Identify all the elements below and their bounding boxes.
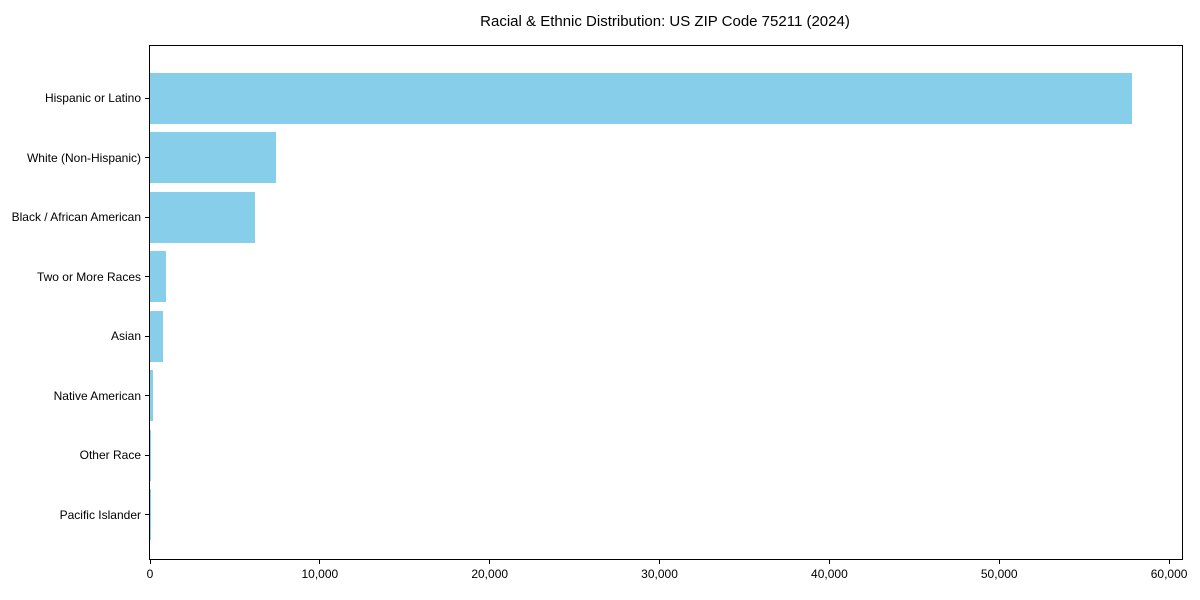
plot-area: Hispanic or Latino White (Non-Hispanic) Bl… [12,45,1187,581]
y-tick-label-asian: Asian [110,329,141,344]
x-tick-30000 [659,559,661,564]
x-tick-label-10000: 10,000 [301,567,339,581]
y-tick-hispanic-or-latino [145,97,150,99]
x-tick-60000 [1168,559,1170,564]
x-tick-label-30000: 30,000 [641,567,678,581]
y-tick-asian [145,335,150,337]
y-tick-label-two-or-more-races: Two or More Races [36,269,141,284]
bar-black-african-american [150,191,256,243]
bar-native-american [150,370,154,422]
y-tick-pacific-islander [145,514,150,516]
y-tick-native-american [145,395,150,397]
y-tick-other-race [145,454,150,456]
bar-two-or-more-races [150,251,167,303]
x-tick-50000 [998,559,1000,564]
y-tick-black-african-american [145,216,150,218]
y-tick-label-other-race: Other Race [79,448,141,463]
bar-asian [150,310,163,362]
y-tick-label-black-african-american: Black / African American [11,210,141,225]
x-tick-label-40000: 40,000 [811,567,848,581]
x-tick-label-50000: 50,000 [980,567,1018,581]
bar-other-race [150,429,152,481]
y-tick-label-native-american: Native American [53,388,141,403]
y-tick-label-pacific-islander: Pacific Islander [59,507,141,522]
bar-white-non-hispanic [150,132,276,184]
y-tick-label-white-non-hispanic: White (Non-Hispanic) [26,150,141,165]
chart-title: Racial & Ethnic Distribution: US ZIP Cod… [480,13,850,30]
y-tick-white-non-hispanic [145,157,150,159]
y-tick-label-hispanic-or-latino: Hispanic or Latino [44,91,141,105]
x-tick-label-0: 0 [146,567,154,581]
y-tick-two-or-more-races [145,276,150,278]
x-tick-10000 [319,559,321,564]
bar-hispanic-or-latino [150,72,1132,124]
x-tick-20000 [489,559,491,564]
x-tick-40000 [828,559,830,564]
x-tick-label-20000: 20,000 [471,567,509,581]
x-tick-0 [149,559,151,564]
x-tick-label-60000: 60,000 [1150,567,1188,581]
